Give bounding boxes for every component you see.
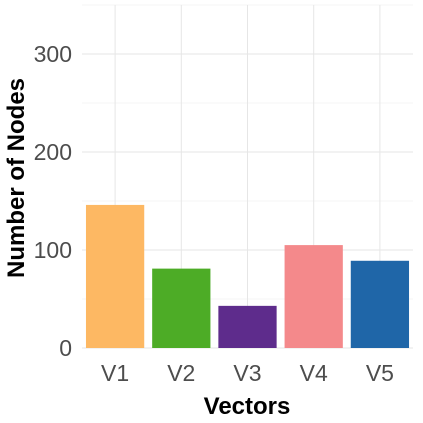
bar-v4 — [284, 245, 343, 348]
y-tick-label: 200 — [34, 139, 72, 165]
y-axis-ticks: 0 100 200 300 — [34, 41, 72, 361]
x-tick-label: V2 — [167, 360, 195, 386]
x-axis-ticks: V1 V2 V3 V4 V5 — [101, 360, 394, 386]
x-tick-label: V1 — [101, 360, 129, 386]
y-tick-label: 300 — [34, 41, 72, 67]
y-axis-title: Number of Nodes — [3, 78, 30, 278]
bars — [85, 204, 410, 348]
x-tick-label: V5 — [366, 360, 394, 386]
x-tick-label: V4 — [300, 360, 328, 386]
x-axis-title: Vectors — [204, 393, 291, 420]
bar-v1 — [85, 204, 145, 348]
x-tick-label: V3 — [233, 360, 261, 386]
bar-v3 — [218, 305, 277, 348]
bar-v5 — [350, 260, 410, 348]
y-tick-label: 0 — [59, 335, 72, 361]
bar-v2 — [152, 268, 211, 348]
y-tick-label: 100 — [34, 237, 72, 263]
